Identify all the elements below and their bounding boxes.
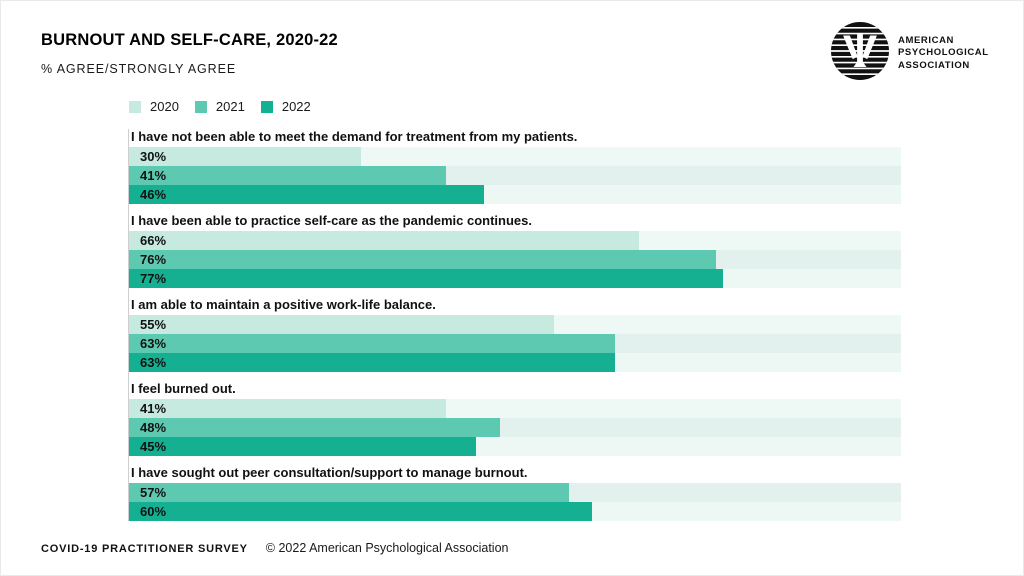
legend-swatch-2022 (260, 100, 273, 113)
bar-track-2021: 57% (129, 483, 901, 502)
bar-2021: 41% (129, 166, 446, 185)
bar-2021: 63% (129, 334, 616, 353)
footer-copyright: © 2022 American Psychological Associatio… (265, 541, 509, 555)
apa-psi-logo-icon (831, 22, 889, 85)
chart-legend: 2020 2021 2022 (129, 99, 311, 114)
bar-track-2021: 76% (129, 250, 901, 269)
value-label: 57% (140, 485, 167, 500)
legend-label-2020: 2020 (150, 99, 179, 114)
bar-track-2020: 66% (129, 231, 901, 250)
bar-group: I have been able to practice self-care a… (129, 213, 901, 288)
apa-logo-line-1: AMERICAN (898, 35, 954, 47)
category-label: I feel burned out. (131, 381, 236, 396)
bar-group: I have not been able to meet the demand … (129, 129, 901, 204)
value-label: 41% (140, 401, 167, 416)
value-label: 55% (140, 317, 167, 332)
bar-2022: 46% (129, 185, 485, 204)
footer-survey-name: COVID-19 PRACTITIONER SURVEY (41, 543, 248, 555)
legend-item-2020: 2020 (129, 99, 179, 114)
value-label: 63% (140, 355, 167, 370)
page-subtitle: % AGREE/STRONGLY AGREE (41, 62, 237, 76)
bar-group: I feel burned out. 41% 48% 45% (129, 381, 901, 456)
bar-track-2022: 77% (129, 269, 901, 288)
bar-track-2022: 45% (129, 437, 901, 456)
apa-logo: AMERICAN PSYCHOLOGICAL ASSOCIATION (831, 22, 989, 85)
category-label: I am able to maintain a positive work-li… (131, 297, 436, 312)
bar-track-2021: 63% (129, 334, 901, 353)
value-label: 30% (140, 149, 167, 164)
legend-item-2021: 2021 (194, 99, 245, 114)
legend-label-2021: 2021 (215, 99, 245, 114)
legend-swatch-2021 (194, 100, 207, 113)
bar-track-2020: 30% (129, 147, 901, 166)
bar-track-2022: 46% (129, 185, 901, 204)
value-label: 63% (140, 336, 167, 351)
bar-2022: 63% (129, 353, 616, 372)
value-label: 66% (140, 233, 167, 248)
bar-2021: 76% (129, 250, 716, 269)
value-label: 76% (140, 252, 167, 267)
category-label: I have not been able to meet the demand … (131, 129, 578, 144)
bar-group: I am able to maintain a positive work-li… (129, 297, 901, 372)
value-label: 77% (140, 271, 167, 286)
bar-track-2021: 48% (129, 418, 901, 437)
bar-track-2022: 60% (129, 502, 901, 521)
apa-logo-line-3: ASSOCIATION (898, 59, 970, 71)
page-title: BURNOUT AND SELF-CARE, 2020-22 (41, 31, 338, 49)
bar-track-2021: 41% (129, 166, 901, 185)
category-label: I have sought out peer consultation/supp… (131, 465, 528, 480)
bar-2022: 77% (129, 269, 724, 288)
bar-2020: 55% (129, 315, 554, 334)
legend-swatch-2020 (129, 100, 141, 113)
bar-2022: 45% (129, 437, 477, 456)
bar-2020: 30% (129, 147, 361, 166)
category-label: I have been able to practice self-care a… (131, 213, 532, 228)
bar-track-2022: 63% (129, 353, 901, 372)
value-label: 45% (140, 439, 167, 454)
bar-track-2020: 41% (129, 399, 901, 418)
value-label: 41% (140, 168, 167, 183)
legend-item-2022: 2022 (260, 99, 311, 114)
value-label: 60% (140, 504, 167, 519)
bar-groups: I have not been able to meet the demand … (129, 129, 901, 521)
apa-logo-wordmark: AMERICAN PSYCHOLOGICAL ASSOCIATION (898, 35, 989, 72)
page-footer: COVID-19 PRACTITIONER SURVEY © 2022 Amer… (41, 541, 508, 555)
legend-label-2022: 2022 (281, 99, 311, 114)
bar-2021: 48% (129, 418, 500, 437)
bar-chart: I have not been able to meet the demand … (128, 129, 901, 521)
bar-2021: 57% (129, 483, 570, 502)
bar-track-2020: 55% (129, 315, 901, 334)
apa-logo-line-2: PSYCHOLOGICAL (898, 47, 989, 59)
value-label: 46% (140, 187, 167, 202)
value-label: 48% (140, 420, 167, 435)
bar-group: I have sought out peer consultation/supp… (129, 465, 901, 521)
bar-2020: 66% (129, 231, 639, 250)
bar-2022: 60% (129, 502, 593, 521)
bar-2020: 41% (129, 399, 446, 418)
